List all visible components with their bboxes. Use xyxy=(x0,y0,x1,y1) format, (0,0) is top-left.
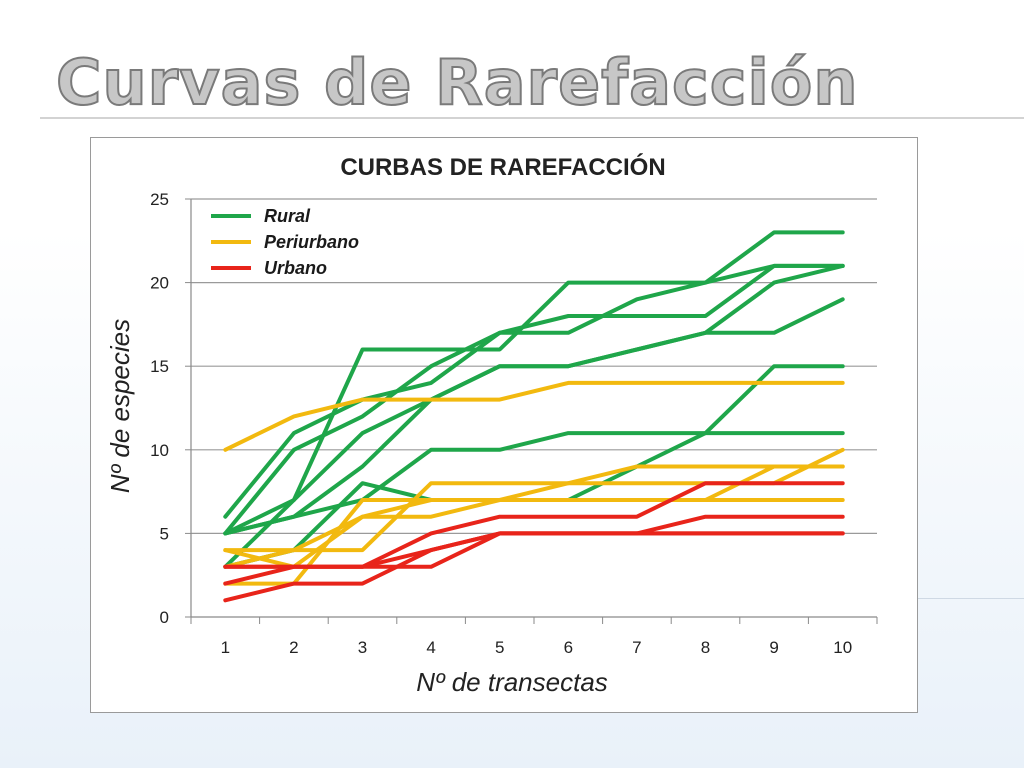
legend-label-rural: Rural xyxy=(264,206,311,226)
y-tick-label: 0 xyxy=(160,608,169,627)
y-tick-label: 5 xyxy=(160,524,169,543)
series-line-rural-2 xyxy=(223,263,845,519)
x-tick-label: 9 xyxy=(769,638,778,657)
series-lines xyxy=(223,230,845,603)
chart-container: 0 5 10 15 20 25 1 2 3 4 5 6 7 8 9 10 Rural Periurbano Urb… xyxy=(90,137,918,713)
series-line-rural-6 xyxy=(223,431,845,536)
series-line-rural-3 xyxy=(223,263,845,536)
y-axis-label: Nº de especies xyxy=(105,319,135,493)
title-divider xyxy=(40,117,1024,119)
legend-label-periurbano: Periurbano xyxy=(264,232,359,252)
series-line-rural-1 xyxy=(223,230,845,536)
series-line-rural-5 xyxy=(223,297,845,569)
y-tick-label: 25 xyxy=(150,190,169,209)
series-line-periurbano-2 xyxy=(223,464,845,553)
side-divider xyxy=(918,598,1024,599)
legend: Rural Periurbano Urbano xyxy=(211,206,359,278)
y-tick-label: 20 xyxy=(150,274,169,293)
x-tick-label: 4 xyxy=(426,638,435,657)
x-axis-label: Nº de transectas xyxy=(416,667,608,697)
x-tick-label: 10 xyxy=(833,638,852,657)
y-tick-label: 15 xyxy=(150,357,169,376)
x-tick-label: 6 xyxy=(564,638,573,657)
x-tick-label: 3 xyxy=(358,638,367,657)
x-tick-label: 2 xyxy=(289,638,298,657)
x-tick-label: 1 xyxy=(221,638,230,657)
series-line-urbano-4 xyxy=(223,531,845,603)
legend-label-urbano: Urbano xyxy=(264,258,327,278)
y-tick-label: 10 xyxy=(150,441,169,460)
x-tick-label: 7 xyxy=(632,638,641,657)
slide-title: Curvas de Rarefacción xyxy=(55,46,859,119)
x-tick-label: 5 xyxy=(495,638,504,657)
axes: 0 5 10 15 20 25 1 2 3 4 5 6 7 8 9 10 xyxy=(150,190,878,657)
rarefaction-chart: 0 5 10 15 20 25 1 2 3 4 5 6 7 8 9 10 Rural Periurbano Urb… xyxy=(105,153,878,697)
series-line-periurbano-1 xyxy=(223,380,845,452)
x-tick-label: 8 xyxy=(701,638,710,657)
chart-title: CURBAS DE RAREFACCIÓN xyxy=(340,153,665,181)
